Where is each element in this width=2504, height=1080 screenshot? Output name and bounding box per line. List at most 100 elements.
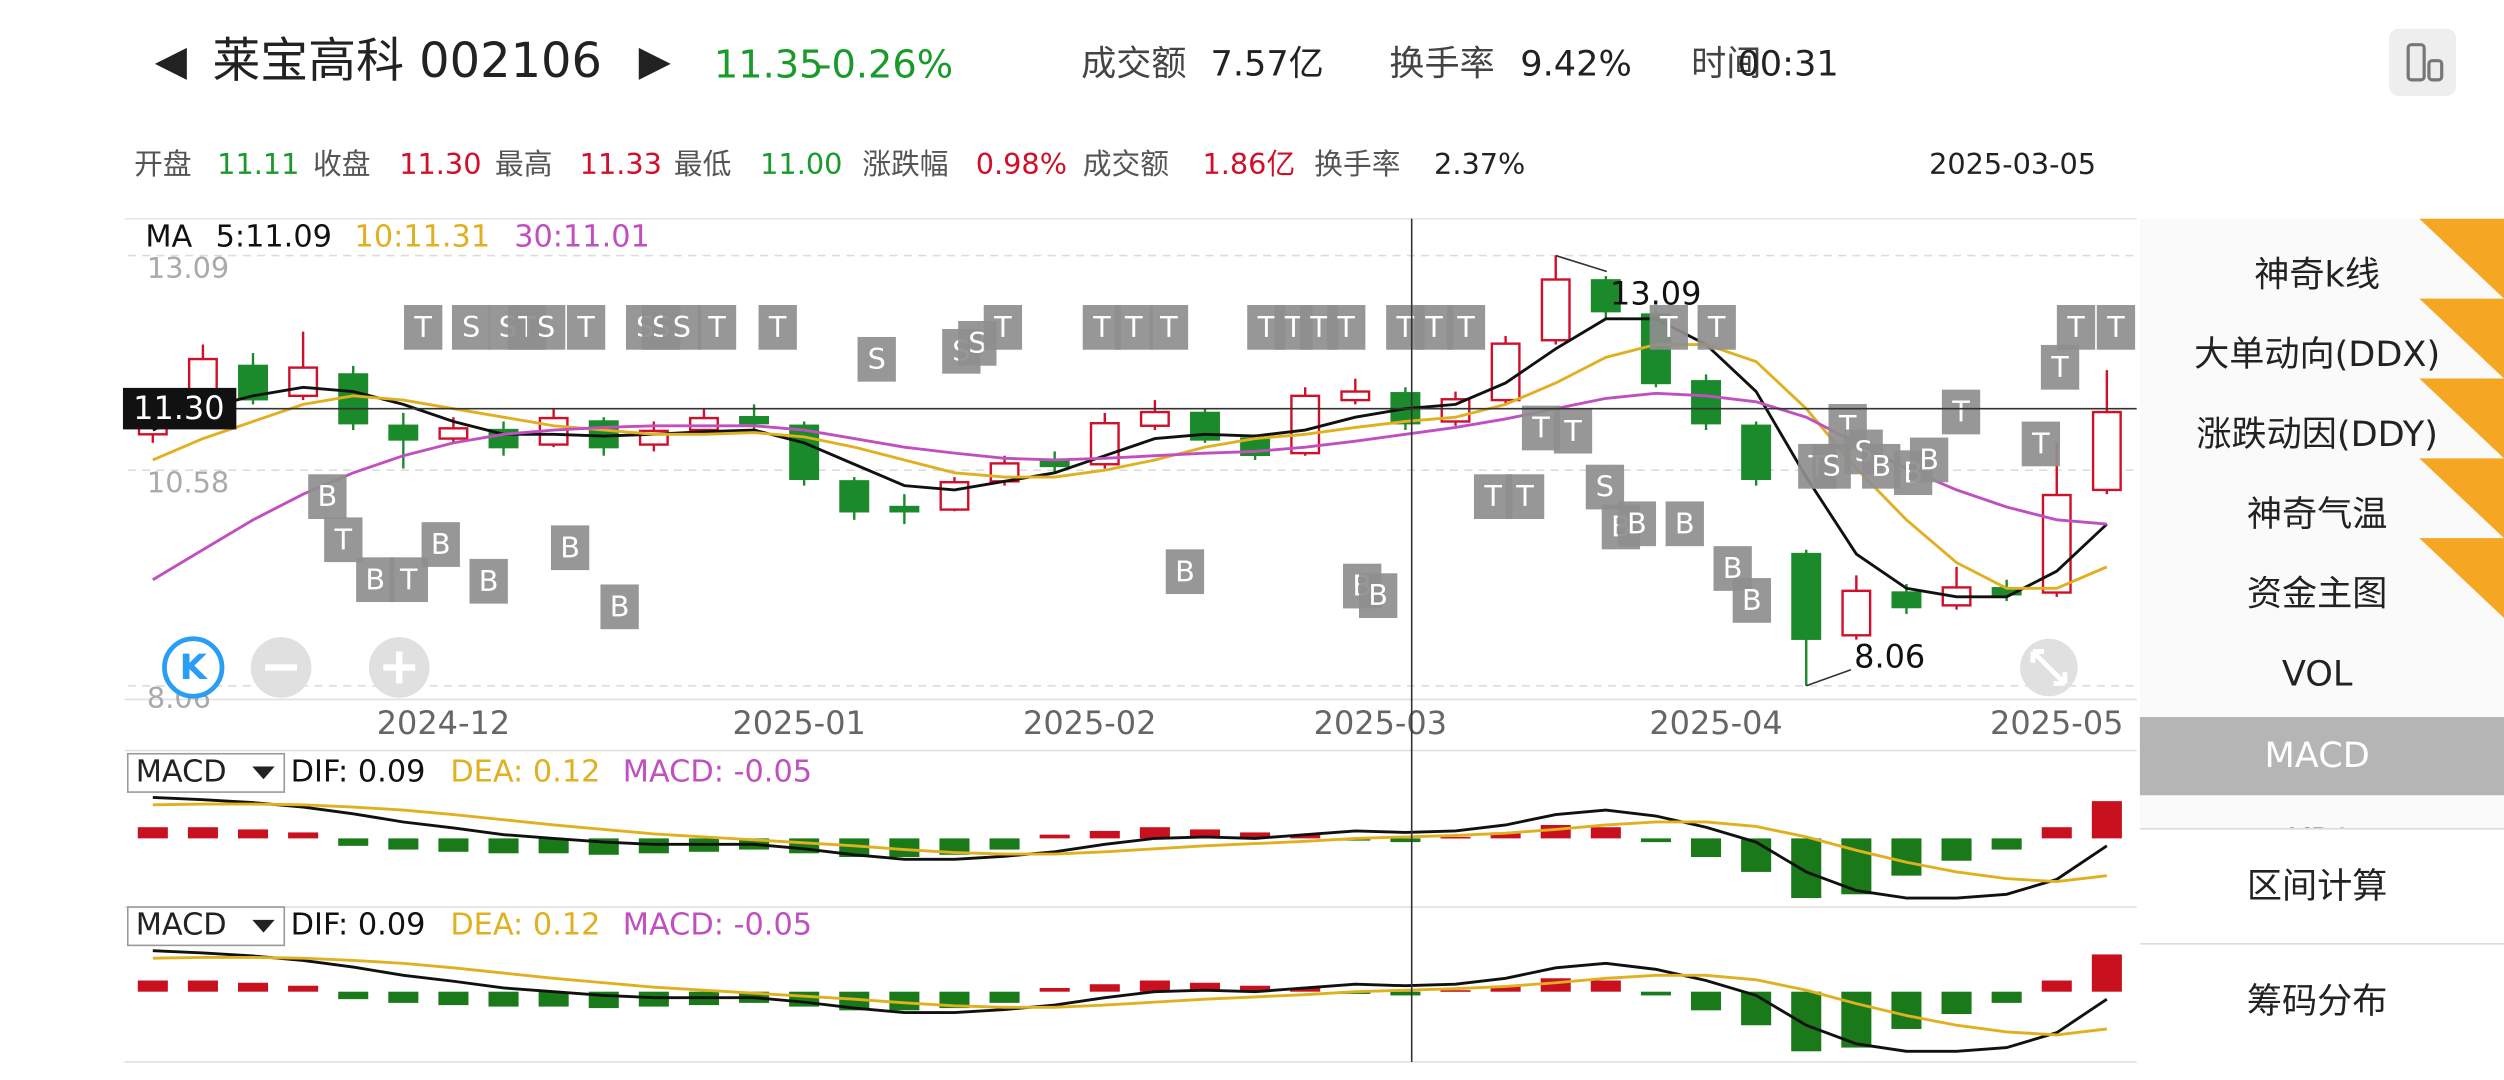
signal-label: T [1092, 310, 1111, 344]
icon [265, 664, 298, 671]
menu-item[interactable]: 神奇气温 [2247, 494, 2388, 535]
candle-body [1741, 424, 1772, 480]
signal-marker [1358, 573, 1398, 619]
macd-line [152, 955, 2108, 1037]
macd-bar [1490, 832, 1521, 839]
macd-bar [187, 980, 218, 992]
menu-item[interactable]: 资金主图 [2247, 574, 2388, 615]
k-button-label: K [180, 647, 209, 688]
annotation: 8.06 [1854, 638, 1925, 676]
candle-body [2041, 493, 2072, 594]
macd-bar [237, 982, 269, 992]
macd-bar [1941, 991, 1972, 1015]
signal-marker [1732, 578, 1772, 623]
macd-bar [338, 991, 369, 1000]
macd-bar [388, 991, 419, 1003]
signal-marker [1414, 305, 1454, 350]
info-row: 开盘 11.11 收盘 11.30 最高 11.33 最低 11.00 涨跌幅 … [134, 147, 2096, 181]
macd-bar [1189, 982, 1221, 992]
signal-label: S [868, 342, 886, 376]
signal-label: T [1563, 414, 1582, 448]
change: -0.26% [818, 43, 954, 88]
l2-tag [2419, 538, 2504, 619]
macd-bar [1991, 991, 2022, 1003]
menu-item[interactable]: 涨跌动因(DDY) [2196, 414, 2438, 455]
candle-body [2091, 410, 2122, 492]
menu-item[interactable]: MACD [2265, 735, 2370, 776]
candle-body [1139, 410, 1170, 427]
legend-entry: MACD: -0.05 [623, 754, 812, 789]
signal-label: T [334, 522, 353, 556]
candle-body [438, 427, 469, 440]
signal-marker [451, 305, 491, 350]
next-arrow[interactable] [638, 47, 671, 80]
signal-label: B [560, 530, 580, 564]
macd-bar [839, 991, 870, 1011]
macd-bar [137, 980, 168, 992]
y-tick-label: 13.09 [147, 251, 229, 285]
date: 2025-03-05 [1929, 147, 2096, 181]
value: 11.00 [760, 147, 842, 181]
icon [2427, 59, 2444, 82]
legend-entry: 30:11.01 [514, 219, 650, 254]
signal-label: T [1284, 310, 1303, 344]
prev-arrow[interactable] [154, 47, 187, 80]
macd-bar [438, 991, 469, 1006]
macd-bar [1690, 838, 1722, 858]
k-button[interactable] [162, 636, 225, 699]
macd-bar [1039, 987, 1070, 992]
signal-marker [1149, 305, 1189, 350]
icon [2406, 43, 2426, 82]
signal-marker [662, 305, 702, 350]
signal-label: T [1531, 411, 1550, 445]
x-tick-label: 2025-05 [1990, 704, 2123, 742]
dropdown-icon [252, 766, 275, 780]
signal-label: T [1483, 479, 1502, 513]
signal-label: B [318, 479, 338, 513]
menu-item[interactable]: 区间计算 [2247, 866, 2388, 907]
macd-bar [1240, 985, 1271, 992]
signal-marker [526, 305, 566, 350]
x-tick-label: 2024-12 [377, 704, 510, 742]
macd-bar [1440, 990, 1471, 992]
label: 收盘 [313, 147, 370, 181]
legend-entry: 5:11.09 [216, 219, 332, 254]
macd-bar [288, 832, 319, 839]
candle-body [1590, 279, 1621, 313]
macd-bar [1640, 991, 1671, 996]
macd-line [152, 949, 2108, 1053]
macd-bar [1440, 836, 1471, 839]
macd-bar [1590, 980, 1621, 992]
signal-marker [983, 305, 1023, 350]
signal-marker [2040, 344, 2080, 390]
signal-marker [421, 522, 460, 567]
macd-bar [889, 838, 920, 858]
signal-label: T [2106, 310, 2125, 344]
signal-marker [857, 336, 896, 382]
value: 2.37% [1434, 147, 1525, 181]
signal-marker [324, 517, 363, 563]
menu-cover [2139, 828, 2504, 1066]
candle-body [1691, 380, 1722, 425]
signal-label: T [1424, 310, 1443, 344]
macd-bar [288, 985, 319, 992]
menu-item[interactable]: VOL [2282, 653, 2353, 694]
candle-body [889, 505, 920, 513]
menu-item[interactable]: 筹码分布 [2247, 981, 2388, 1022]
macd-bar [1891, 838, 1922, 876]
signal-label: T [2066, 310, 2085, 344]
menu-item[interactable]: 神奇k线 [2254, 254, 2380, 295]
macd-bar [989, 991, 1020, 1003]
candle-body [1490, 342, 1521, 402]
menu-item[interactable]: 大单动向(DDX) [2194, 334, 2440, 375]
signal-label: T [993, 310, 1012, 344]
signal-label: B [365, 562, 385, 596]
signal-label: B [1919, 443, 1939, 477]
macd-panel: MACD DIF: 0.09 DEA: 0.12 MACD: -0.05 [126, 752, 2122, 900]
legend-entry: MACD: -0.05 [623, 908, 812, 943]
macd-bar [1640, 838, 1671, 843]
legend-entry: DIF: 0.09 [291, 908, 426, 943]
y-tick-label: 10.58 [147, 466, 229, 500]
macd-bar [1540, 824, 1571, 839]
signal-label: S [1596, 470, 1614, 504]
